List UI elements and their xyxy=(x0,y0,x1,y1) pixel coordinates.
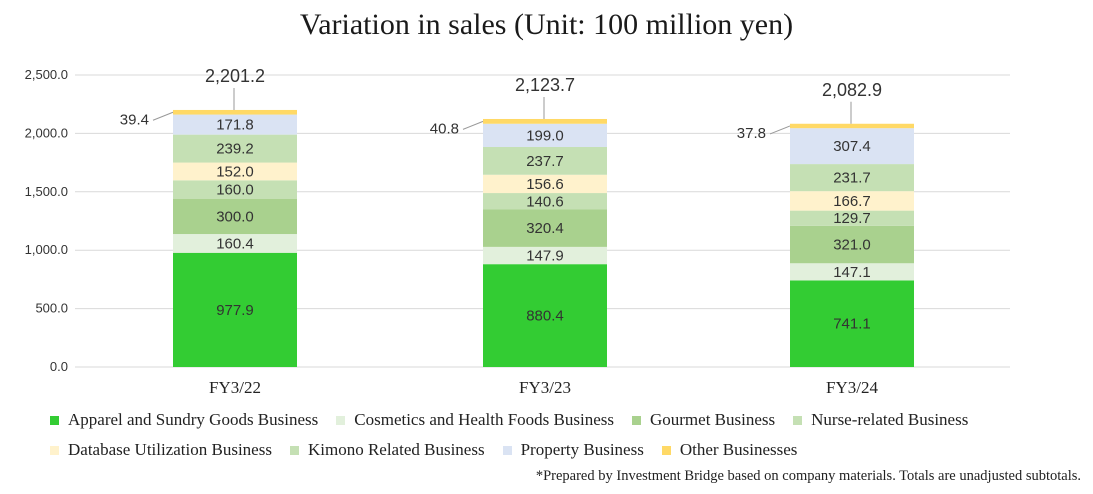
data-label: 977.9 xyxy=(216,302,254,319)
bar-segment xyxy=(173,134,297,163)
legend-swatch xyxy=(631,415,641,425)
legend-label: Gourmet Business xyxy=(649,410,776,429)
bar-segment xyxy=(790,280,914,367)
bar-segment xyxy=(173,199,297,235)
x-tick-label: FY3/22 xyxy=(209,378,261,397)
data-label: 147.1 xyxy=(833,264,871,281)
footnote: *Prepared by Investment Bridge based on … xyxy=(535,468,1081,484)
bar-segment xyxy=(173,162,297,181)
legend-swatch xyxy=(50,415,59,425)
data-label: 320.4 xyxy=(526,220,564,237)
legend-swatch xyxy=(289,445,299,455)
x-tick-label: FY3/24 xyxy=(826,378,878,397)
bar-segment xyxy=(790,128,914,165)
legend-item: Apparel and Sundry Goods Business xyxy=(50,410,318,430)
legend-label: Other Businesses xyxy=(679,440,798,459)
bar-segment xyxy=(790,263,914,281)
bar-segment xyxy=(790,164,914,192)
y-tick-label: 500.0 xyxy=(35,301,68,316)
callout-line xyxy=(152,111,174,121)
data-label: 160.4 xyxy=(216,235,254,252)
legend-item: Gourmet Business xyxy=(631,410,776,430)
bar-segment xyxy=(790,210,914,226)
data-label: 307.4 xyxy=(833,138,871,155)
bar-segment xyxy=(483,146,607,175)
legend-swatch xyxy=(50,445,59,455)
legend-label: Kimono Related Business xyxy=(307,440,485,459)
bar-segment xyxy=(173,234,297,253)
bar-segment xyxy=(483,193,607,210)
data-label: 140.6 xyxy=(526,193,564,210)
data-label: 152.0 xyxy=(216,163,254,180)
total-label: 2,201.2 xyxy=(205,66,265,86)
callout-line xyxy=(462,120,484,130)
legend-item: Nurse-related Business xyxy=(793,410,968,430)
y-tick-label: 1,000.0 xyxy=(25,242,68,257)
bar-segment xyxy=(790,123,914,129)
legend-label: Database Utilization Business xyxy=(68,440,272,459)
bar-segment xyxy=(483,209,607,247)
bar-segment xyxy=(173,252,297,367)
y-tick-label: 0.0 xyxy=(50,359,68,374)
bar-segment xyxy=(173,114,297,135)
data-label: 300.0 xyxy=(216,209,254,226)
data-label: 199.0 xyxy=(526,127,564,144)
data-label: 231.7 xyxy=(833,170,871,187)
legend-swatch xyxy=(661,445,671,455)
legend-item: Cosmetics and Health Foods Business xyxy=(336,410,614,430)
data-label: 741.1 xyxy=(833,316,871,333)
data-label: 171.8 xyxy=(216,117,254,134)
legend-item: Other Businesses xyxy=(661,440,798,460)
legend-label: Property Business xyxy=(520,440,644,459)
data-label: 39.4 xyxy=(120,111,149,128)
chart-title: Variation in sales (Unit: 100 million ye… xyxy=(299,8,794,41)
legend-swatch xyxy=(502,445,512,455)
bar-segment xyxy=(173,180,297,200)
total-label: 2,123.7 xyxy=(515,75,575,95)
data-label: 321.0 xyxy=(833,237,871,254)
legend-label: Apparel and Sundry Goods Business xyxy=(68,410,319,429)
legend-row: Database Utilization Business Kimono Rela… xyxy=(0,435,1093,465)
data-label: 40.8 xyxy=(430,120,459,137)
bar-segment xyxy=(483,118,607,124)
y-tick-label: 2,500.0 xyxy=(25,67,68,82)
legend-swatch xyxy=(793,415,803,425)
legend-item: Property Business xyxy=(502,440,644,460)
data-label: 147.9 xyxy=(526,248,564,265)
callout-line xyxy=(769,125,791,135)
legend-item: Kimono Related Business xyxy=(289,440,485,460)
bar-segment xyxy=(483,246,607,265)
y-tick-label: 2,000.0 xyxy=(25,125,68,140)
stacked-bar-chart: 0.0 500.0 1,000.0 1,500.0 2,000.0 2,500.0 977.… xyxy=(25,66,1010,397)
x-tick-label: FY3/23 xyxy=(519,378,571,397)
data-label: 237.7 xyxy=(526,153,564,170)
legend-row: Apparel and Sundry Goods Business Cosmeti… xyxy=(0,405,1093,435)
chart-legend: Apparel and Sundry Goods Business Cosmeti… xyxy=(0,405,1093,465)
bar-segment xyxy=(790,191,914,211)
y-tick-label: 1,500.0 xyxy=(25,184,68,199)
bar-segment xyxy=(483,123,607,147)
data-label: 37.8 xyxy=(737,125,766,142)
data-label: 239.2 xyxy=(216,141,254,158)
data-label: 160.0 xyxy=(216,182,254,199)
legend-label: Cosmetics and Health Foods Business xyxy=(354,410,614,429)
bar-segment xyxy=(483,174,607,194)
legend-swatch xyxy=(336,415,346,425)
legend-label: Nurse-related Business xyxy=(811,410,969,429)
legend-item: Database Utilization Business xyxy=(50,440,272,460)
data-label: 880.4 xyxy=(526,308,564,325)
total-label: 2,082.9 xyxy=(822,80,882,100)
bar-segment xyxy=(173,109,297,115)
data-label: 166.7 xyxy=(833,193,871,210)
bar-segment xyxy=(483,264,607,367)
data-label: 156.6 xyxy=(526,176,564,193)
data-label: 129.7 xyxy=(833,210,871,227)
bar-segment xyxy=(790,225,914,264)
